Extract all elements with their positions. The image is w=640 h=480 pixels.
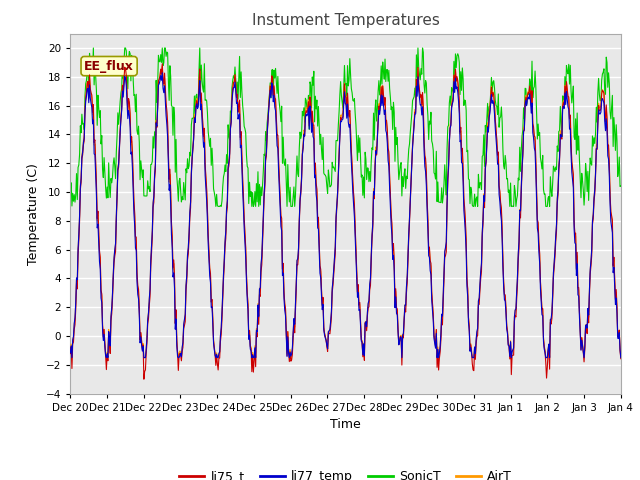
li77_temp (191, 116, 198, 121)
AirT (68, 355, 76, 360)
li75_t (414, 64, 422, 70)
Y-axis label: Temperature (C): Temperature (C) (28, 163, 40, 264)
SonicT (90, 45, 97, 51)
SonicT (414, 45, 422, 51)
AirT (134, 285, 141, 290)
Text: EE_flux: EE_flux (84, 60, 134, 72)
AirT (159, 63, 166, 69)
Line: AirT: AirT (70, 66, 621, 358)
Line: SonicT: SonicT (70, 48, 621, 206)
SonicT (220, 174, 227, 180)
SonicT (67, 186, 74, 192)
SonicT (430, 170, 438, 176)
li75_t (617, 356, 625, 361)
li75_t (77, 187, 84, 192)
li77_temp (159, 70, 166, 76)
AirT (77, 174, 85, 180)
AirT (617, 353, 625, 359)
Legend: li75_t, li77_temp, SonicT, AirT: li75_t, li77_temp, SonicT, AirT (174, 465, 517, 480)
li77_temp (67, 350, 74, 356)
li75_t (191, 114, 198, 120)
li77_temp (430, 336, 438, 342)
li75_t (67, 351, 74, 357)
li77_temp (617, 355, 625, 360)
Title: Instument Temperatures: Instument Temperatures (252, 13, 440, 28)
li77_temp (68, 355, 76, 360)
li77_temp (414, 74, 422, 80)
li75_t (159, 61, 166, 67)
li77_temp (220, 271, 227, 277)
Line: li75_t: li75_t (70, 64, 621, 379)
SonicT (77, 123, 84, 129)
li77_temp (77, 176, 85, 181)
li77_temp (134, 291, 141, 297)
AirT (67, 348, 74, 354)
SonicT (617, 183, 625, 189)
SonicT (190, 114, 198, 120)
SonicT (134, 132, 141, 137)
AirT (414, 65, 422, 71)
li75_t (430, 333, 438, 338)
SonicT (212, 204, 220, 209)
Line: li77_temp: li77_temp (70, 73, 621, 358)
li75_t (140, 376, 148, 382)
AirT (430, 332, 438, 338)
AirT (220, 272, 227, 277)
X-axis label: Time: Time (330, 418, 361, 431)
li75_t (220, 277, 227, 283)
AirT (191, 111, 198, 117)
li75_t (133, 270, 141, 276)
